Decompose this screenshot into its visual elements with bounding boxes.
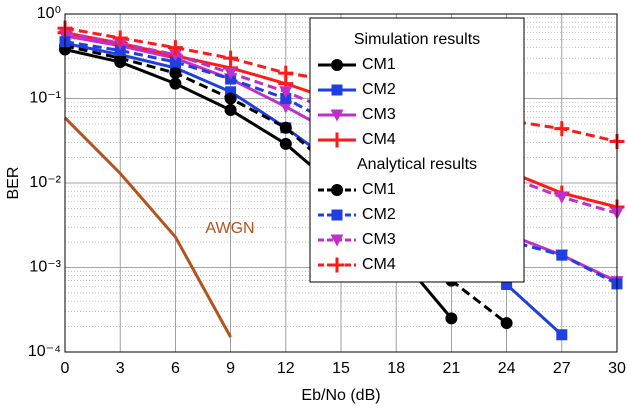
- x-tick-label: 30: [608, 360, 626, 377]
- x-tick-label: 18: [387, 360, 405, 377]
- marker: [112, 30, 128, 46]
- marker: [278, 65, 294, 81]
- marker: [554, 121, 570, 137]
- marker: [556, 249, 568, 261]
- marker: [114, 44, 126, 56]
- marker: [224, 104, 237, 117]
- x-tick-label: 0: [61, 360, 70, 377]
- legend-label: CM4: [362, 131, 396, 148]
- legend-marker: [331, 184, 343, 196]
- legend-marker: [331, 84, 343, 96]
- legend-marker: [331, 209, 343, 221]
- marker: [501, 278, 513, 290]
- marker: [556, 329, 568, 341]
- marker: [169, 67, 182, 80]
- legend-label: CM3: [362, 231, 396, 248]
- x-tick-label: 3: [116, 360, 125, 377]
- y-tick-label: 10⁻³: [29, 259, 61, 276]
- legend-label: CM4: [362, 256, 396, 273]
- legend-label: CM1: [362, 181, 396, 198]
- marker: [224, 92, 237, 105]
- legend-label: CM1: [362, 56, 396, 73]
- marker: [167, 40, 183, 56]
- x-tick-label: 9: [226, 360, 235, 377]
- marker: [169, 77, 182, 90]
- x-tick-label: 24: [498, 360, 516, 377]
- x-axis-label: Eb/No (dB): [301, 387, 380, 404]
- legend-marker: [330, 234, 344, 247]
- x-tick-label: 15: [332, 360, 350, 377]
- marker: [555, 191, 569, 204]
- legend-group-title: Analytical results: [357, 156, 477, 173]
- legend-label: CM2: [362, 81, 396, 98]
- legend-group-title: Simulation results: [354, 31, 480, 48]
- legend-marker: [329, 257, 345, 273]
- marker: [500, 317, 513, 330]
- legend-marker: [331, 59, 343, 71]
- legend-marker: [329, 132, 345, 148]
- marker: [445, 312, 458, 325]
- marker: [279, 137, 292, 150]
- y-tick-label: 10⁰: [37, 5, 61, 22]
- y-tick-label: 10⁻²: [29, 174, 61, 191]
- series-line: [63, 116, 232, 338]
- legend-box: [309, 17, 525, 283]
- y-tick-label: 10⁻⁴: [28, 343, 61, 360]
- marker: [279, 101, 293, 114]
- x-tick-label: 27: [553, 360, 571, 377]
- plot-frame: [64, 13, 618, 353]
- x-tick-label: 21: [443, 360, 461, 377]
- marker: [169, 56, 181, 68]
- legend-label: CM2: [362, 206, 396, 223]
- x-tick-label: 12: [277, 360, 295, 377]
- legend: Simulation results CM1 CM2 CM3 CM4 Analytical…: [309, 17, 525, 283]
- legend-label: CM3: [362, 106, 396, 123]
- legend-marker: [330, 109, 344, 122]
- marker: [279, 86, 293, 99]
- marker: [225, 86, 237, 98]
- series-annotation: AWGN: [205, 220, 254, 237]
- marker: [168, 49, 182, 62]
- y-tick-label: 10⁻¹: [29, 90, 61, 107]
- marker: [223, 50, 239, 66]
- y-axis-label: BER: [5, 167, 22, 200]
- marker: [224, 67, 238, 80]
- series-line: [64, 40, 618, 286]
- marker: [279, 121, 292, 134]
- x-tick-label: 6: [171, 360, 180, 377]
- marker: [280, 93, 292, 104]
